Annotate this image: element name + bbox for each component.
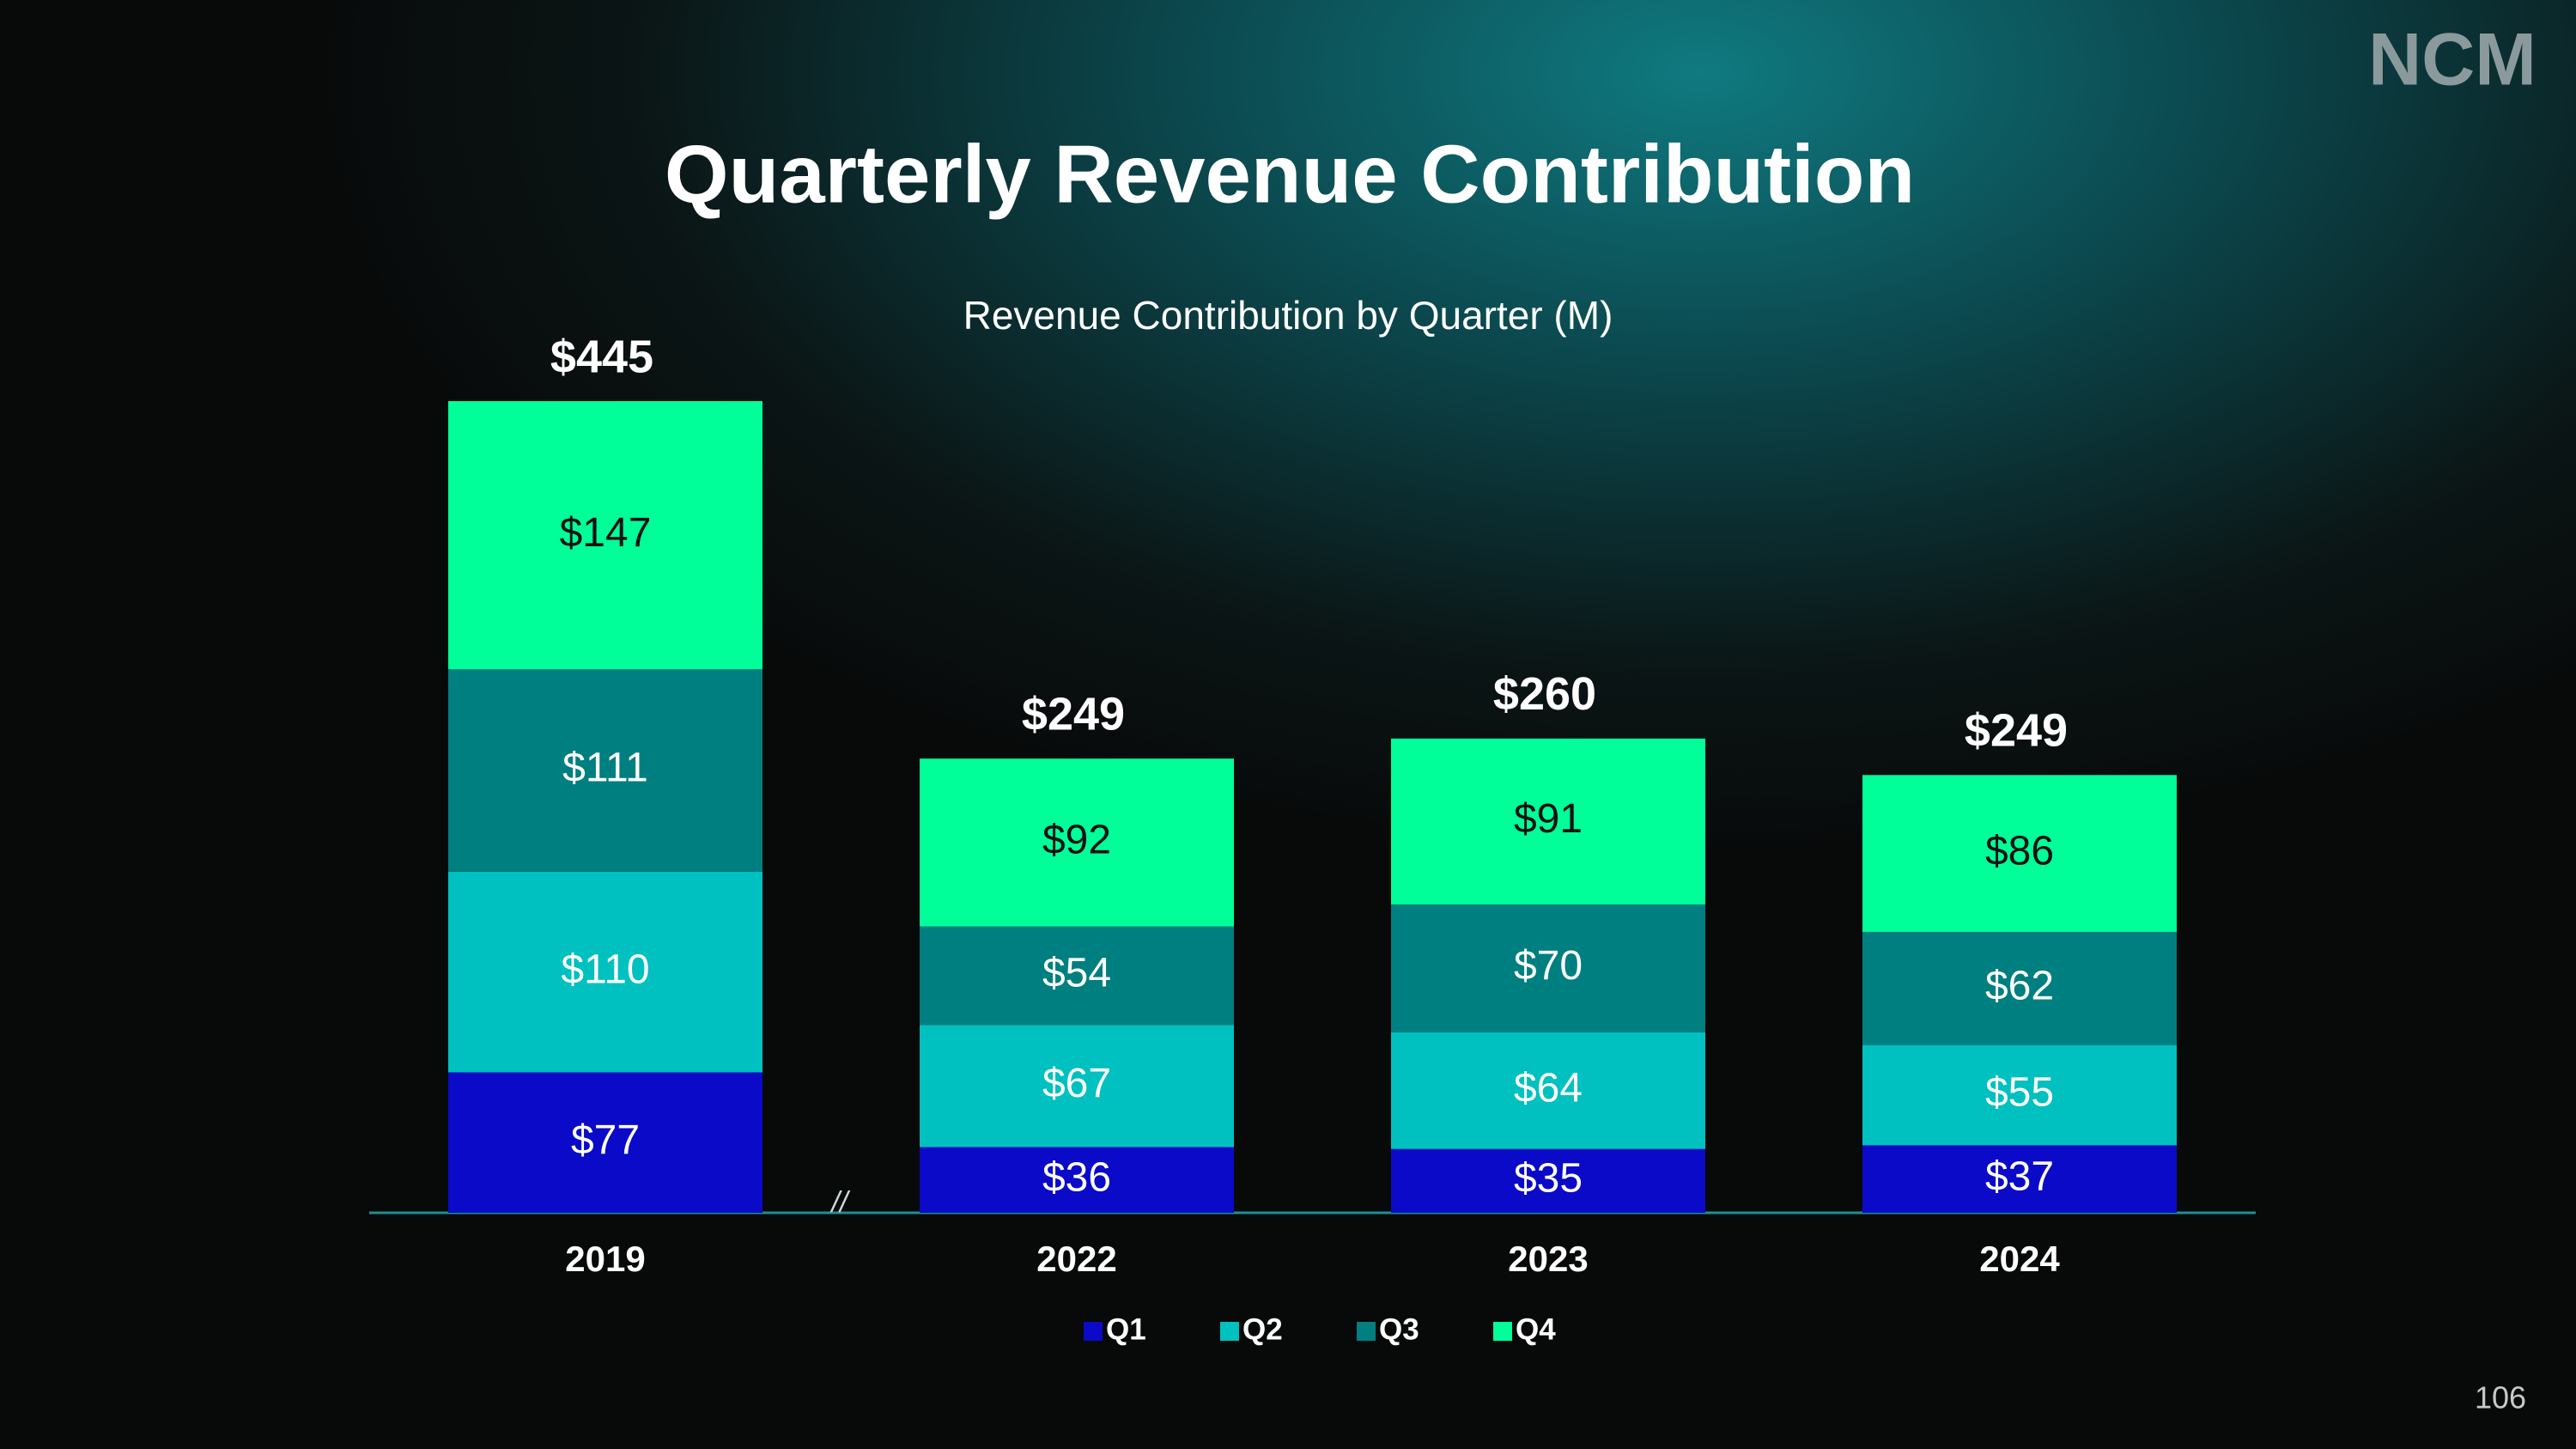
bar-segment [920, 758, 1234, 927]
bar-segment [1862, 1145, 2177, 1213]
bar-segment [920, 1147, 1234, 1213]
total-label: $249 [1965, 705, 2068, 757]
page-number: 106 [2475, 1380, 2526, 1416]
bar-segment [1862, 931, 2177, 1045]
bar-segment [920, 1025, 1234, 1148]
axis-break: // [830, 1186, 851, 1219]
value-label: $92 [1042, 818, 1111, 863]
value-label: $36 [1042, 1154, 1111, 1200]
legend-label: Q1 [1106, 1312, 1146, 1346]
bar-segment [920, 926, 1234, 1026]
legend-swatch [1220, 1322, 1239, 1341]
legend-swatch [1084, 1322, 1103, 1341]
legend-label: Q3 [1379, 1312, 1419, 1346]
logo: NCM [2368, 19, 2537, 101]
bar-segment [448, 1072, 762, 1213]
x-tick-label: 2019 [565, 1239, 645, 1279]
chart-title: Quarterly Revenue Contribution [665, 128, 1915, 220]
bar-segment [448, 669, 762, 872]
bar-segment [1862, 1044, 2177, 1146]
value-label: $67 [1042, 1061, 1111, 1106]
legend-label: Q4 [1516, 1312, 1556, 1346]
value-label: $54 [1042, 951, 1111, 996]
total-label: $445 [550, 331, 653, 382]
bar-segment [448, 401, 762, 670]
x-tick-label: 2022 [1036, 1239, 1116, 1279]
legend-label: Q2 [1242, 1312, 1283, 1346]
value-label: $62 [1985, 963, 2054, 1008]
bar-segment [1862, 775, 2177, 932]
x-tick-label: 2023 [1508, 1239, 1588, 1279]
value-label: $35 [1514, 1156, 1583, 1202]
chart-subtitle: Revenue Contribution by Quarter (M) [963, 293, 1613, 338]
bar-segment [1391, 904, 1705, 1032]
value-label: $77 [571, 1117, 640, 1163]
value-label: $110 [561, 947, 649, 992]
legend-swatch [1357, 1322, 1376, 1341]
legend-swatch [1493, 1322, 1512, 1341]
value-label: $91 [1514, 796, 1583, 842]
value-label: $147 [560, 510, 652, 556]
value-label: $64 [1514, 1065, 1583, 1111]
value-label: $37 [1985, 1154, 2054, 1199]
bar-segment [448, 871, 762, 1073]
bar-segment [1391, 738, 1705, 905]
value-label: $55 [1985, 1070, 2054, 1116]
value-label: $86 [1985, 828, 2054, 874]
total-label: $260 [1493, 668, 1596, 720]
x-tick-label: 2024 [1979, 1239, 2060, 1279]
value-label: $111 [562, 746, 648, 791]
value-label: $70 [1514, 943, 1583, 989]
bar-segment [1391, 1032, 1705, 1149]
total-label: $249 [1022, 688, 1125, 740]
bar-segment [1391, 1148, 1705, 1213]
